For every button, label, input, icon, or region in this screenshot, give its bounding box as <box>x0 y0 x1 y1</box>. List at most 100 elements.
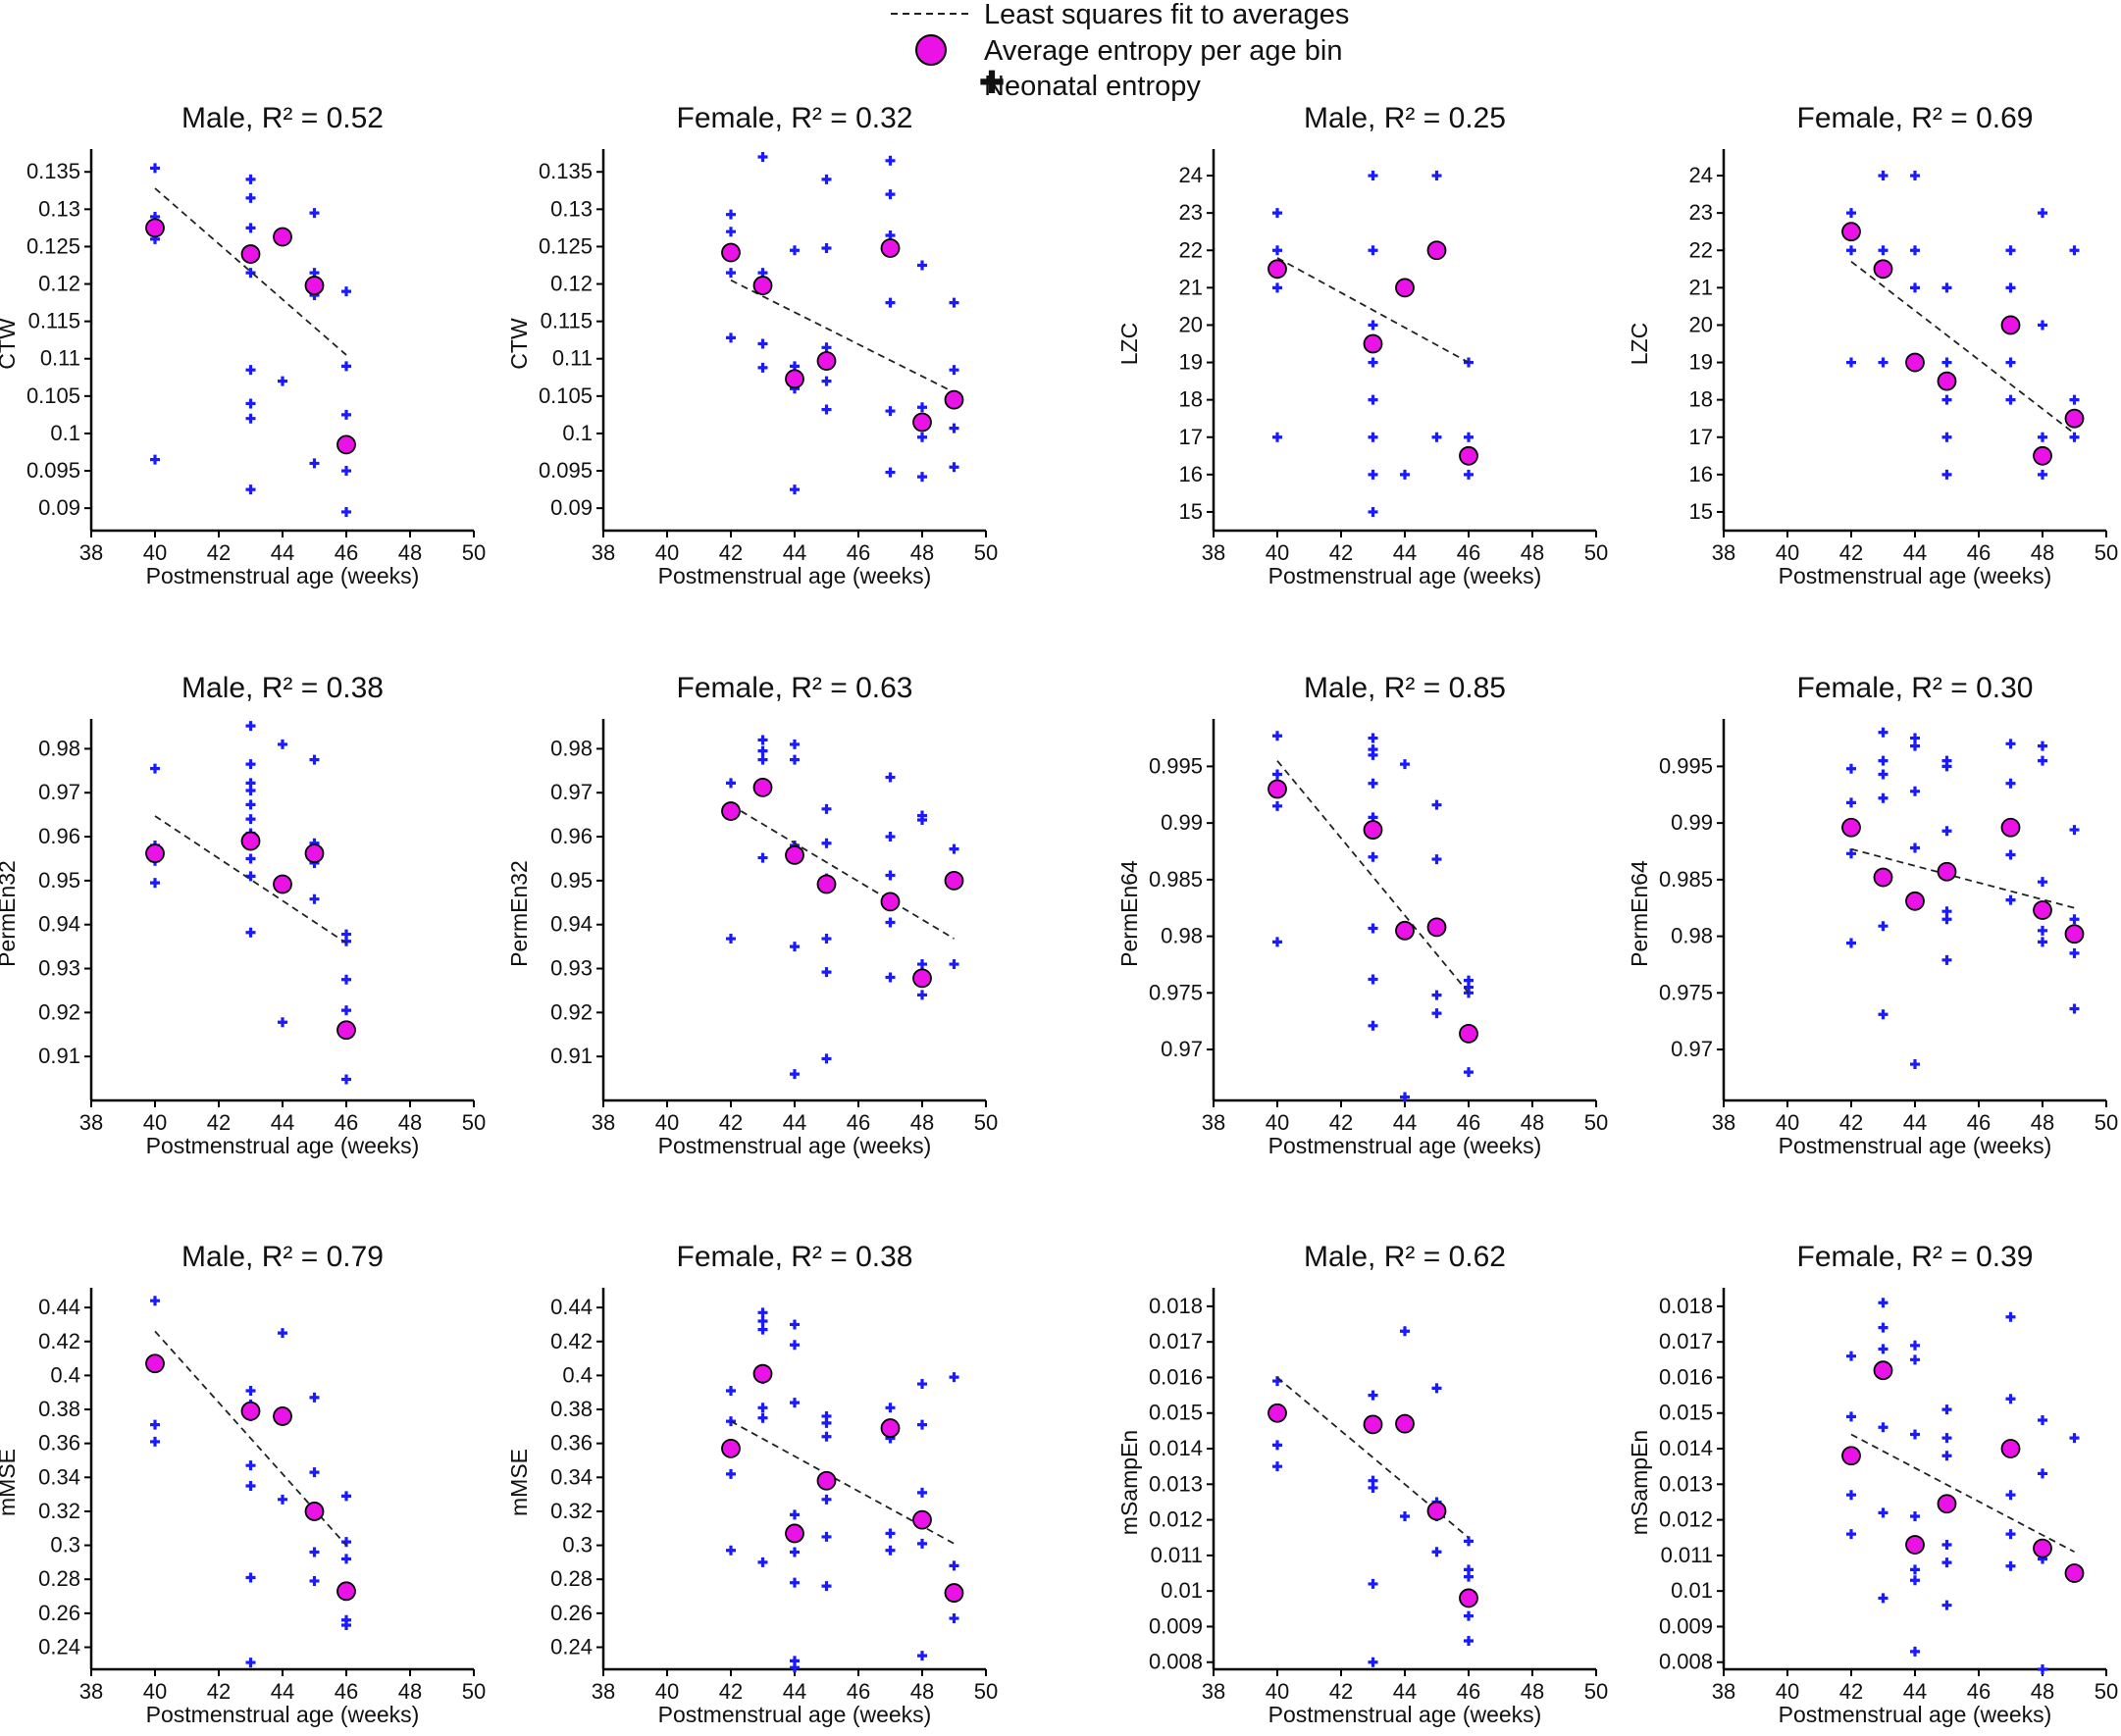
x-axis-label: Postmenstrual age (weeks) <box>1268 1702 1542 1727</box>
neonatal-point <box>885 772 896 783</box>
neonatal-point <box>1878 1009 1888 1020</box>
neonatal-point <box>245 413 256 424</box>
neonatal-point <box>917 1419 927 1430</box>
neonatal-point <box>949 1560 959 1571</box>
neonatal-point <box>757 1412 768 1423</box>
x-tick-label: 44 <box>1903 1110 1927 1135</box>
neonatal-point <box>821 967 832 978</box>
average-point <box>785 369 804 389</box>
x-axis-label: Postmenstrual age (weeks) <box>658 563 932 588</box>
y-axis-label: mMSE <box>0 1449 20 1516</box>
x-tick-label: 50 <box>2095 1110 2118 1135</box>
neonatal-point <box>917 1379 927 1390</box>
average-point <box>785 844 804 865</box>
fit-line <box>1276 1376 1470 1539</box>
x-tick-label: 48 <box>2031 1110 2054 1135</box>
y-tick-label: 0.014 <box>1659 1436 1713 1460</box>
neonatal-point <box>2038 755 2047 766</box>
average-point <box>1873 1360 1893 1381</box>
neonatal-point <box>1272 1440 1282 1451</box>
neonatal-point <box>885 297 896 308</box>
neonatal-point <box>1910 171 1920 181</box>
x-tick-label: 48 <box>398 540 422 565</box>
x-tick-label: 42 <box>1839 1110 1863 1135</box>
x-tick-label: 42 <box>207 540 231 565</box>
x-tick-label: 46 <box>1457 540 1480 565</box>
neonatal-point <box>821 342 832 353</box>
y-tick-label: 0.012 <box>1659 1507 1713 1532</box>
x-tick-label: 44 <box>271 1110 294 1135</box>
y-tick-label: 24 <box>1689 163 1713 187</box>
neonatal-point <box>309 1467 320 1478</box>
neonatal-point <box>757 735 768 745</box>
neonatal-point <box>278 739 287 749</box>
neonatal-point <box>885 832 896 842</box>
neonatal-point <box>278 1328 287 1339</box>
y-tick-label: 0.26 <box>38 1601 80 1625</box>
y-tick-label: 0.96 <box>550 824 593 848</box>
neonatal-point <box>726 778 736 789</box>
y-tick-label: 0.3 <box>562 1533 593 1557</box>
y-tick-label: 0.017 <box>1659 1329 1713 1353</box>
average-point <box>1395 920 1415 941</box>
y-axis-label: PermEn32 <box>506 860 532 967</box>
average-point <box>1905 891 1925 911</box>
chart-panel: Female, R² = 0.69 38 40 42 44 46 48 50 15 16 17 18 1… <box>1627 102 2118 588</box>
average-point <box>752 777 773 797</box>
neonatal-point <box>1464 469 1474 480</box>
x-tick-label: 50 <box>974 1679 998 1704</box>
neonatal-point <box>726 934 736 945</box>
neonatal-point <box>1910 282 1920 293</box>
neonatal-point <box>2038 1468 2047 1479</box>
average-point <box>2000 1439 2021 1458</box>
x-tick-label: 42 <box>1329 540 1353 565</box>
neonatal-point <box>1846 763 1856 774</box>
neonatal-point <box>1941 761 1952 772</box>
neonatal-point <box>790 1509 800 1520</box>
y-tick-label: 0.016 <box>1149 1364 1203 1389</box>
y-tick-label: 0.92 <box>38 999 80 1024</box>
neonatal-point <box>245 365 256 376</box>
y-tick-label: 24 <box>1179 163 1203 187</box>
y-tick-label: 0.995 <box>1659 753 1713 778</box>
average-point <box>1937 371 1957 391</box>
neonatal-point <box>245 192 256 203</box>
x-axis-label: Postmenstrual age (weeks) <box>658 1133 932 1158</box>
neonatal-point <box>245 1480 256 1491</box>
x-tick-label: 40 <box>1776 1110 1799 1135</box>
neonatal-point <box>2038 1415 2047 1425</box>
x-tick-label: 42 <box>207 1110 231 1135</box>
neonatal-point <box>885 917 896 928</box>
chart-title: Male, R² = 0.62 <box>1304 1241 1506 1273</box>
average-point <box>1267 1403 1287 1423</box>
neonatal-point <box>1368 357 1378 368</box>
y-tick-label: 0.012 <box>1149 1507 1203 1532</box>
x-tick-label: 50 <box>462 1110 486 1135</box>
average-point <box>816 874 837 894</box>
neonatal-point <box>1400 469 1410 480</box>
y-tick-label: 0.36 <box>550 1431 593 1455</box>
y-tick-label: 0.095 <box>539 458 593 483</box>
neonatal-point <box>2005 739 2016 749</box>
neonatal-point <box>917 1487 927 1498</box>
average-point <box>912 1509 932 1530</box>
neonatal-point <box>1272 208 1282 219</box>
y-tick-label: 0.018 <box>1149 1294 1203 1318</box>
neonatal-point <box>1910 842 1920 853</box>
y-tick-label: 0.4 <box>50 1362 80 1387</box>
neonatal-point <box>1878 1507 1888 1518</box>
neonatal-point <box>1878 792 1888 803</box>
neonatal-point <box>1878 1322 1888 1333</box>
y-tick-label: 0.28 <box>38 1566 80 1591</box>
y-tick-label: 0.99 <box>1161 810 1203 835</box>
neonatal-point <box>1941 394 1952 405</box>
average-point <box>721 1438 741 1458</box>
neonatal-point <box>2069 1003 2080 1014</box>
neonatal-point <box>2038 877 2047 888</box>
neonatal-point <box>790 942 800 952</box>
x-tick-label: 38 <box>592 1110 615 1135</box>
neonatal-point <box>2005 778 2016 789</box>
x-tick-label: 44 <box>1903 1679 1927 1704</box>
neonatal-point <box>885 1528 896 1539</box>
neonatal-point <box>341 286 351 297</box>
